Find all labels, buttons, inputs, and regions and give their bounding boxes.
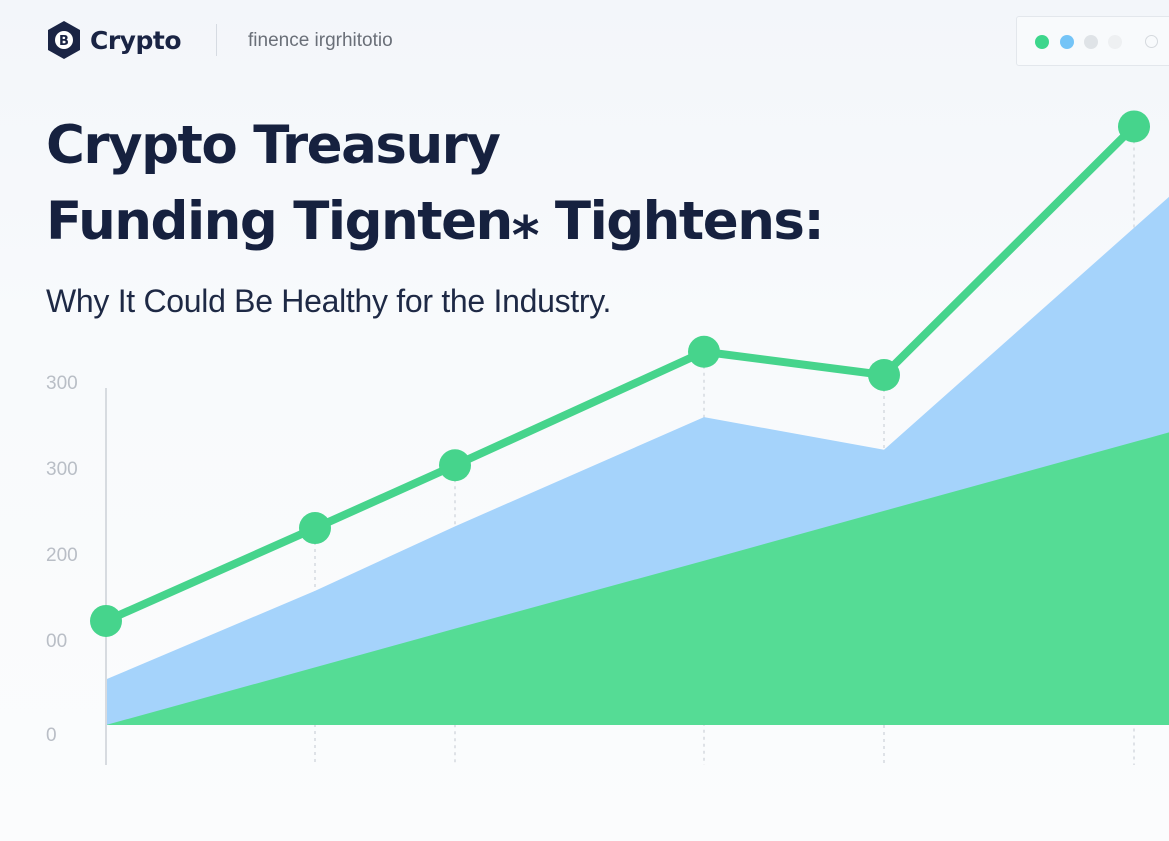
bitcoin-hexagon-icon: B xyxy=(48,21,80,59)
green-area-series xyxy=(106,432,1169,725)
y-tick-label: 300 xyxy=(46,459,78,480)
title-line-2: Funding Tignten⁎ Tightens: xyxy=(46,191,825,252)
page-title: Crypto Treasury Funding Tignten⁎ Tighten… xyxy=(46,108,825,260)
green-line-series xyxy=(104,123,1137,625)
data-point xyxy=(868,358,900,391)
brand-name: Crypto xyxy=(90,25,182,55)
indicator-dot-blue[interactable] xyxy=(1060,35,1074,49)
indicator-panel xyxy=(1016,16,1169,66)
data-point xyxy=(1118,110,1150,143)
subtitle: Why It Could Be Healthy for the Industry… xyxy=(46,283,612,319)
title-line-1: Crypto Treasury xyxy=(46,115,501,176)
y-tick-label: 00 xyxy=(46,631,67,652)
tagline: finence irgrhitotio xyxy=(248,30,393,51)
indicator-dot-gray[interactable] xyxy=(1084,35,1098,49)
data-point xyxy=(439,449,471,482)
data-point xyxy=(90,604,122,637)
y-tick-label: 300 xyxy=(46,373,78,394)
y-tick-label: 200 xyxy=(46,545,78,566)
indicator-dot-outline[interactable] xyxy=(1145,35,1158,48)
data-point xyxy=(299,512,331,545)
indicator-dot-green[interactable] xyxy=(1035,35,1049,49)
logo[interactable]: B Crypto xyxy=(46,20,182,60)
indicator-dot-light[interactable] xyxy=(1108,35,1122,49)
header-divider xyxy=(216,24,217,56)
y-tick-label: 0 xyxy=(46,725,57,746)
svg-text:B: B xyxy=(59,34,69,49)
data-point xyxy=(688,335,720,368)
